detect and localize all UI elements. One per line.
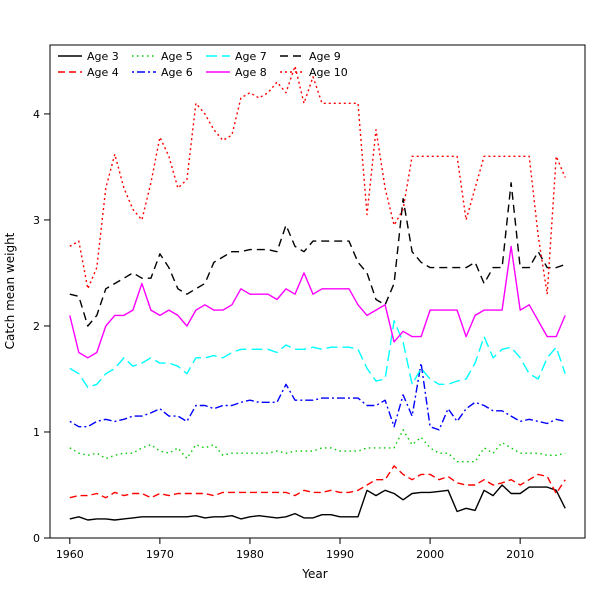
x-tick-label: 1970 <box>146 548 174 561</box>
y-tick-label: 1 <box>33 426 40 439</box>
series-age-3-line <box>69 484 566 521</box>
x-tick-label: 1960 <box>56 548 84 561</box>
series-age-7-line <box>69 320 566 389</box>
legend: Age 3 Age 4 Age 5 Age 6 Age 7 Age 8 Age 9 Age 1… <box>58 50 348 79</box>
legend-label-age-6: Age 6 <box>161 66 193 79</box>
y-tick-label: 4 <box>33 108 40 121</box>
series-lines <box>69 65 566 521</box>
x-tick-label: 2010 <box>506 548 534 561</box>
series-age-9-line <box>69 182 566 327</box>
series-age-5-line <box>69 429 566 463</box>
plot-border <box>49 44 586 539</box>
series-age-6-line <box>69 362 566 431</box>
series-age-10-line <box>69 65 566 295</box>
y-axis-label: Catch mean weight <box>3 232 17 349</box>
legend-label-age-3: Age 3 <box>87 50 119 63</box>
x-tick-label: 1990 <box>326 548 354 561</box>
y-tick-label: 3 <box>33 214 40 227</box>
legend-label-age-7: Age 7 <box>235 50 267 63</box>
plot-box <box>49 44 586 539</box>
series-age-4-line <box>69 465 566 499</box>
legend-label-age-5: Age 5 <box>161 50 193 63</box>
x-tick-label: 1980 <box>236 548 264 561</box>
y-tick-label: 2 <box>33 320 40 333</box>
x-axis-label: Year <box>301 567 327 581</box>
y-tick-label: 0 <box>33 532 40 545</box>
legend-label-age-4: Age 4 <box>87 66 119 79</box>
legend-label-age-8: Age 8 <box>235 66 267 79</box>
series-age-8-line <box>69 245 566 359</box>
legend-label-age-10: Age 10 <box>309 66 348 79</box>
x-tick-label: 2000 <box>416 548 444 561</box>
legend-label-age-9: Age 9 <box>309 50 341 63</box>
axis-ticks: 1960 1970 1980 1990 2000 2010 0 1 2 3 4 <box>33 108 534 561</box>
